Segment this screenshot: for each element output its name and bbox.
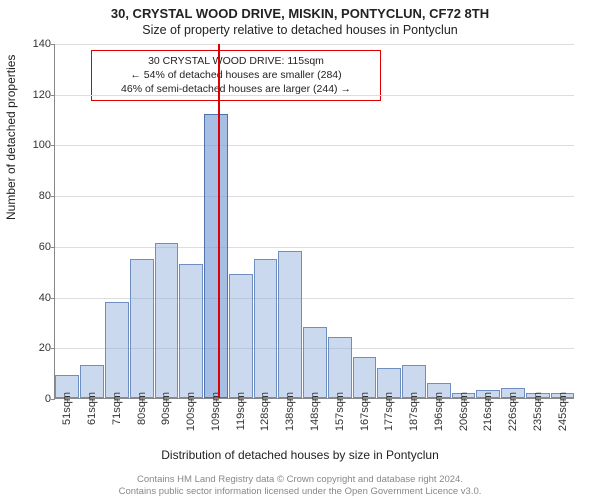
x-tick-label: 245sqm xyxy=(557,392,569,431)
x-tick-label: 148sqm xyxy=(309,392,321,431)
grid-line xyxy=(55,196,574,197)
plot-area: 30 CRYSTAL WOOD DRIVE: 115sqm ← 54% of d… xyxy=(54,44,574,399)
x-tick-label: 128sqm xyxy=(259,392,271,431)
y-tick-mark xyxy=(51,145,55,146)
annotation-callout: 30 CRYSTAL WOOD DRIVE: 115sqm ← 54% of d… xyxy=(91,50,381,101)
histogram-bar xyxy=(155,243,179,398)
y-tick-label: 100 xyxy=(21,139,51,151)
x-tick-label: 109sqm xyxy=(210,392,222,431)
x-tick-label: 196sqm xyxy=(433,392,445,431)
y-tick-label: 120 xyxy=(21,89,51,101)
grid-line xyxy=(55,44,574,45)
title-main: 30, CRYSTAL WOOD DRIVE, MISKIN, PONTYCLU… xyxy=(0,0,600,21)
y-tick-mark xyxy=(51,348,55,349)
y-tick-mark xyxy=(51,298,55,299)
x-tick-label: 51sqm xyxy=(61,392,73,425)
y-tick-mark xyxy=(51,196,55,197)
x-tick-label: 235sqm xyxy=(532,392,544,431)
grid-line xyxy=(55,95,574,96)
y-tick-mark xyxy=(51,399,55,400)
x-tick-label: 119sqm xyxy=(235,392,247,430)
y-tick-label: 60 xyxy=(21,241,51,253)
y-tick-mark xyxy=(51,95,55,96)
x-tick-label: 157sqm xyxy=(334,392,346,431)
title-sub: Size of property relative to detached ho… xyxy=(0,21,600,39)
y-tick-label: 0 xyxy=(21,393,51,405)
y-tick-label: 80 xyxy=(21,190,51,202)
footer-line-1: Contains HM Land Registry data © Crown c… xyxy=(0,474,600,486)
reference-line xyxy=(218,44,220,398)
y-axis-label: Number of detached properties xyxy=(4,55,18,220)
histogram-bar xyxy=(105,302,129,398)
x-axis-label: Distribution of detached houses by size … xyxy=(0,448,600,462)
histogram-bar xyxy=(303,327,327,398)
x-tick-label: 206sqm xyxy=(458,392,470,431)
x-tick-label: 138sqm xyxy=(284,392,296,431)
x-tick-label: 167sqm xyxy=(359,392,371,431)
x-tick-label: 90sqm xyxy=(160,392,172,425)
y-tick-mark xyxy=(51,44,55,45)
footer-line-2: Contains public sector information licen… xyxy=(0,486,600,498)
x-tick-label: 61sqm xyxy=(86,392,98,425)
histogram-bar xyxy=(328,337,352,398)
figure: { "title": { "line1": "30, CRYSTAL WOOD … xyxy=(0,0,600,500)
histogram-bar xyxy=(179,264,203,398)
histogram-bar xyxy=(278,251,302,398)
x-tick-label: 100sqm xyxy=(185,392,197,431)
y-tick-mark xyxy=(51,247,55,248)
grid-line xyxy=(55,247,574,248)
y-tick-label: 40 xyxy=(21,292,51,304)
annotation-line-2: ← 54% of detached houses are smaller (28… xyxy=(98,68,374,82)
histogram-bar xyxy=(229,274,253,398)
x-tick-label: 216sqm xyxy=(482,392,494,431)
y-tick-label: 20 xyxy=(21,342,51,354)
annotation-line-1: 30 CRYSTAL WOOD DRIVE: 115sqm xyxy=(98,54,374,68)
y-tick-label: 140 xyxy=(21,38,51,50)
histogram-bar xyxy=(204,114,228,398)
x-tick-label: 177sqm xyxy=(383,392,395,431)
histogram-bar xyxy=(130,259,154,398)
x-tick-label: 226sqm xyxy=(507,392,519,431)
x-tick-label: 187sqm xyxy=(408,392,420,431)
grid-line xyxy=(55,145,574,146)
x-tick-label: 80sqm xyxy=(136,392,148,425)
attribution-footer: Contains HM Land Registry data © Crown c… xyxy=(0,474,600,498)
histogram-bar xyxy=(254,259,278,398)
x-tick-label: 71sqm xyxy=(111,392,123,425)
